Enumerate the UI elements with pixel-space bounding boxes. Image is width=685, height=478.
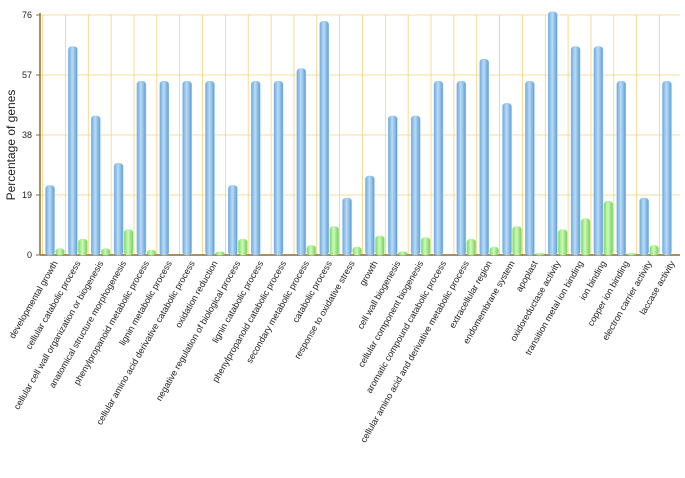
- bar-series-1: [593, 46, 604, 256]
- bar-series-1: [342, 197, 352, 256]
- bar-series-2: [215, 251, 225, 256]
- bar-series-1: [639, 197, 649, 256]
- bar-series-1: [205, 81, 215, 256]
- y-tick-label: 57: [22, 70, 32, 80]
- bar-series-1: [388, 115, 398, 256]
- bar-series-2: [420, 237, 431, 256]
- bar-series-1: [182, 81, 192, 256]
- bar-series-2: [489, 246, 499, 256]
- x-tick-label: growth: [357, 259, 379, 287]
- bar-series-1: [113, 163, 124, 256]
- bar-series-1: [502, 103, 512, 256]
- bar-series-2: [100, 248, 111, 256]
- x-tick-label: copper ion binding: [586, 259, 631, 328]
- bar-series-2: [626, 253, 636, 256]
- bar-series-2: [535, 253, 545, 256]
- grid-lines: [40, 14, 680, 255]
- bar-series-2: [146, 250, 157, 256]
- bar-series-2: [649, 245, 659, 256]
- bar-series-2: [398, 251, 408, 256]
- bar-series-1: [456, 81, 467, 256]
- y-tick-label: 76: [22, 10, 32, 20]
- bar-series-1: [296, 68, 307, 256]
- bar-series-1: [273, 81, 284, 256]
- bars: [45, 11, 672, 256]
- bar-series-2: [352, 246, 362, 256]
- bar-series-1: [136, 81, 147, 256]
- bar-series-1: [616, 81, 626, 256]
- bar-series-2: [55, 248, 65, 256]
- bar-series-1: [228, 185, 238, 256]
- bar-series-2: [512, 226, 522, 256]
- bar-series-1: [479, 58, 489, 256]
- bar-series-1: [90, 115, 101, 256]
- bar-series-1: [319, 21, 329, 256]
- bar-series-1: [250, 81, 261, 256]
- y-tick-label: 19: [22, 190, 32, 200]
- bar-series-1: [662, 81, 672, 256]
- bar-series-2: [238, 238, 248, 256]
- bar-series-1: [525, 81, 535, 256]
- x-tick-label: cellular cell wall organization or bioge…: [12, 259, 106, 412]
- bar-series-2: [306, 245, 317, 256]
- y-axis-label: Percentage of genes: [4, 90, 18, 201]
- x-tick-label: cellular amino acid and derivative metab…: [358, 259, 471, 445]
- bar-series-2: [78, 238, 88, 256]
- bar-series-2: [123, 229, 134, 256]
- bar-series-2: [580, 218, 591, 256]
- bar-series-1: [410, 115, 421, 256]
- bar-series-1: [68, 46, 78, 256]
- bar-series-2: [557, 229, 568, 256]
- y-tick-label: 38: [22, 130, 32, 140]
- bar-series-2: [466, 238, 477, 256]
- bar-series-2: [603, 201, 614, 256]
- bar-series-1: [547, 11, 558, 256]
- bar-series-1: [365, 175, 375, 256]
- bar-series-2: [375, 235, 385, 256]
- bar-series-1: [570, 46, 581, 256]
- y-tick-label: 0: [27, 250, 32, 260]
- bar-series-1: [433, 81, 444, 256]
- bar-series-1: [45, 185, 55, 256]
- bar-series-1: [159, 81, 169, 256]
- bar-series-2: [329, 226, 339, 256]
